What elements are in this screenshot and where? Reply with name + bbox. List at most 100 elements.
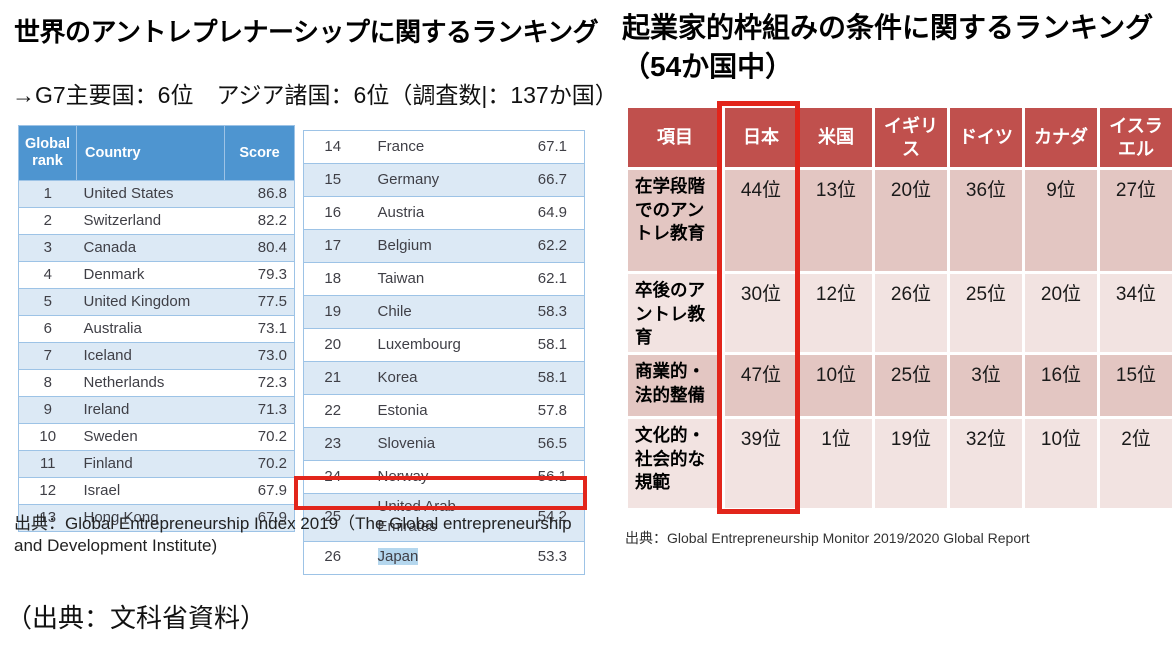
gei-row-rank-3: 3 Canada 80.4 bbox=[18, 234, 295, 262]
gei-row-rank-5: 5 United Kingdom 77.5 bbox=[18, 288, 295, 316]
gei-score-cell: 73.0 bbox=[224, 342, 295, 370]
gei-score-cell: 73.1 bbox=[224, 315, 295, 343]
gei-row-rank-6: 6 Australia 73.1 bbox=[18, 315, 295, 343]
gei-score-cell: 86.8 bbox=[224, 180, 295, 208]
gem-rank-cell: 39位 bbox=[722, 415, 800, 511]
gem-rank-cell: 25位 bbox=[872, 351, 950, 419]
gei-rank-cell: 2 bbox=[18, 207, 77, 235]
gei-row-rank-16: 16 Austria 64.9 bbox=[303, 196, 585, 230]
gei-rank-cell: 10 bbox=[18, 423, 77, 451]
gei-country-cell: Taiwan bbox=[361, 262, 514, 296]
gei-ranking-table-14-26: 14 France 67.1 15 Germany 66.7 16 Austria 64.9 17… bbox=[303, 130, 585, 575]
gei-country-cell: Slovenia bbox=[361, 427, 514, 461]
left-panel-subtitle: →G7主要国：6位 アジア諸国：6位（調査数|：137か国） bbox=[12, 82, 618, 108]
gem-category-cell: 商業的・法的整備 bbox=[625, 351, 725, 419]
gem-rank-cell: 3位 bbox=[947, 351, 1025, 419]
gem-rank-cell: 27位 bbox=[1097, 167, 1174, 274]
gem-header-row: 項目 日本 米国 イギリス ドイツ カナダ イスラエル bbox=[625, 105, 1174, 170]
gei-score-cell: 58.1 bbox=[513, 328, 585, 362]
gem-header-country: 米国 bbox=[797, 105, 875, 170]
gei-country-cell: United States bbox=[76, 180, 225, 208]
gei-row-rank-7: 7 Iceland 73.0 bbox=[18, 342, 295, 370]
gem-header-country: カナダ bbox=[1022, 105, 1100, 170]
japan-column-highlight-box bbox=[717, 101, 800, 514]
gem-rank-cell: 2位 bbox=[1097, 415, 1174, 511]
gem-ranking-table: 項目 日本 米国 イギリス ドイツ カナダ イスラエル 在学段階でのアントレ教育 44位 13位… bbox=[625, 105, 1174, 511]
gei-country-cell: Chile bbox=[361, 295, 514, 329]
gei-row-rank-9: 9 Ireland 71.3 bbox=[18, 396, 295, 424]
gem-rank-cell: 16位 bbox=[1022, 351, 1100, 419]
gei-rank-cell: 18 bbox=[303, 262, 362, 296]
gei-country-cell: Japan bbox=[361, 540, 514, 575]
gem-header-item: 項目 bbox=[625, 105, 725, 170]
gem-row: 卒後のアントレ教育 30位 12位 26位 25位 20位 34位 bbox=[625, 271, 1174, 355]
gei-table-body-1: 1 United States 86.8 2 Switzerland 82.2 3 Canad… bbox=[18, 180, 295, 532]
japan-selected-text: Japan bbox=[377, 548, 419, 566]
gei-row-rank-11: 11 Finland 70.2 bbox=[18, 450, 295, 478]
gei-country-cell: Iceland bbox=[76, 342, 225, 370]
gei-country-cell: Ireland bbox=[76, 396, 225, 424]
gei-table-header: Global rank Country Score bbox=[18, 125, 295, 181]
gei-score-cell: 54.2 bbox=[513, 493, 585, 542]
gem-rank-cell: 30位 bbox=[722, 271, 800, 355]
gei-country-cell: Estonia bbox=[361, 394, 514, 428]
gei-rank-cell: 11 bbox=[18, 450, 77, 478]
gei-row-rank-17: 17 Belgium 62.2 bbox=[303, 229, 585, 263]
gei-rank-cell: 20 bbox=[303, 328, 362, 362]
gei-row-rank-22: 22 Estonia 57.8 bbox=[303, 394, 585, 428]
gem-rank-cell: 1位 bbox=[797, 415, 875, 511]
gei-rank-cell: 16 bbox=[303, 196, 362, 230]
right-title-line2: （54か国中） bbox=[622, 51, 794, 82]
gei-score-cell: 79.3 bbox=[224, 261, 295, 289]
overall-source-note: （出典：文科省資料） bbox=[6, 603, 267, 633]
gei-score-cell: 80.4 bbox=[224, 234, 295, 262]
gei-rank-cell: 13 bbox=[18, 504, 77, 532]
gem-category-cell: 文化的・社会的な規範 bbox=[625, 415, 725, 511]
gei-table-body-2: 14 France 67.1 15 Germany 66.7 16 Austria 64.9 17… bbox=[303, 130, 585, 575]
gei-score-cell: 67.9 bbox=[224, 504, 295, 532]
gei-rank-cell: 17 bbox=[303, 229, 362, 263]
gem-row: 文化的・社会的な規範 39位 1位 19位 32位 10位 2位 bbox=[625, 415, 1174, 511]
gem-category-cell: 卒後のアントレ教育 bbox=[625, 271, 725, 355]
gei-country-cell: Australia bbox=[76, 315, 225, 343]
gei-row-rank-15: 15 Germany 66.7 bbox=[303, 163, 585, 197]
gei-country-cell: Sweden bbox=[76, 423, 225, 451]
gei-ranking-table-1-13: Global rank Country Score 1 United States… bbox=[18, 125, 295, 532]
gei-row-rank-14: 14 France 67.1 bbox=[303, 130, 585, 164]
gei-row-rank-25: 25 United Arab Emirates 54.2 bbox=[303, 493, 585, 542]
gei-country-cell: Germany bbox=[361, 163, 514, 197]
gei-country-cell: Canada bbox=[76, 234, 225, 262]
gei-score-cell: 67.1 bbox=[513, 130, 585, 164]
gei-row-rank-26: 26 Japan 53.3 bbox=[303, 540, 585, 575]
gem-category-cell: 在学段階でのアントレ教育 bbox=[625, 167, 725, 274]
gei-country-cell: Switzerland bbox=[76, 207, 225, 235]
right-title-line1: 起業家的枠組みの条件に関するランキング bbox=[622, 12, 1154, 43]
gei-rank-cell: 19 bbox=[303, 295, 362, 329]
gei-country-cell: Belgium bbox=[361, 229, 514, 263]
right-source-note: 出典：Global Entrepreneurship Monitor 2019/… bbox=[625, 530, 1030, 546]
gei-score-cell: 58.1 bbox=[513, 361, 585, 395]
gei-score-cell: 66.7 bbox=[513, 163, 585, 197]
japan-row-highlight-box bbox=[294, 476, 587, 510]
gem-rank-cell: 10位 bbox=[797, 351, 875, 419]
gei-country-cell: Finland bbox=[76, 450, 225, 478]
gei-row-rank-23: 23 Slovenia 56.5 bbox=[303, 427, 585, 461]
gem-header-country: イスラエル bbox=[1097, 105, 1174, 170]
gem-header-country: イギリス bbox=[872, 105, 950, 170]
gei-row-rank-1: 1 United States 86.8 bbox=[18, 180, 295, 208]
gei-row-rank-12: 12 Israel 67.9 bbox=[18, 477, 295, 505]
gei-row-rank-13: 13 Hong Kong 67.9 bbox=[18, 504, 295, 532]
gei-score-cell: 82.2 bbox=[224, 207, 295, 235]
right-panel-title: 起業家的枠組みの条件に関するランキング （54か国中） bbox=[622, 8, 1153, 86]
gem-table-header: 項目 日本 米国 イギリス ドイツ カナダ イスラエル bbox=[625, 105, 1174, 170]
gei-country-cell: Korea bbox=[361, 361, 514, 395]
gem-table-body: 在学段階でのアントレ教育 44位 13位 20位 36位 9位 27位 卒後のアントレ教育 30… bbox=[625, 167, 1174, 511]
gei-country-cell: France bbox=[361, 130, 514, 164]
gem-rank-cell: 10位 bbox=[1022, 415, 1100, 511]
gei-score-cell: 62.1 bbox=[513, 262, 585, 296]
gem-rank-cell: 34位 bbox=[1097, 271, 1174, 355]
gem-rank-cell: 20位 bbox=[1022, 271, 1100, 355]
gei-row-rank-20: 20 Luxembourg 58.1 bbox=[303, 328, 585, 362]
gei-rank-cell: 4 bbox=[18, 261, 77, 289]
